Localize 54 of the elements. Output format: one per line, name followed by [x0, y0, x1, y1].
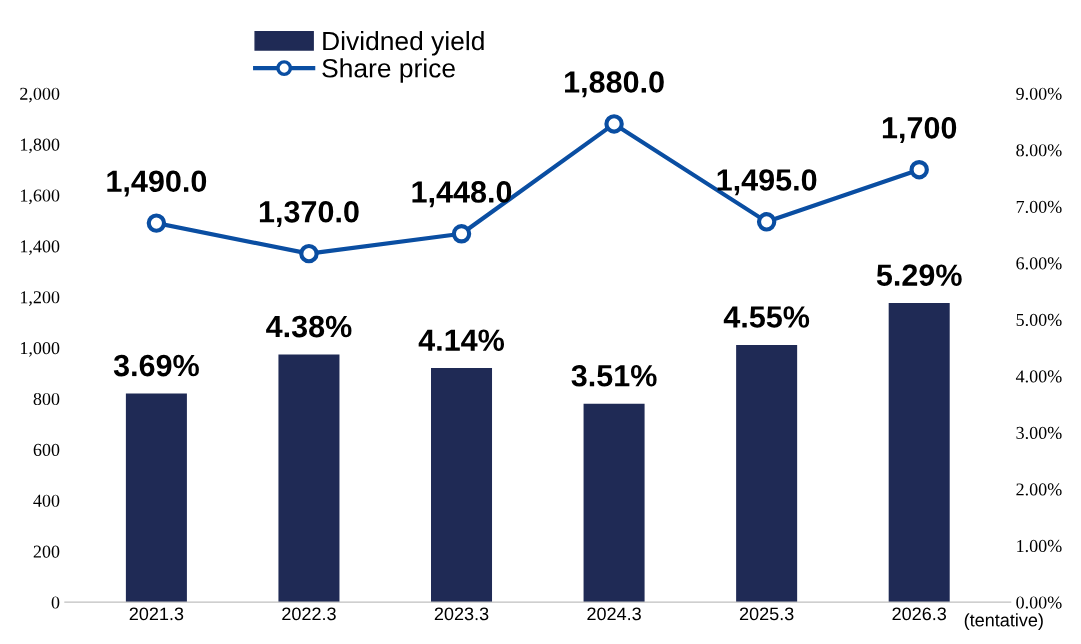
data-label: 1,495.0 — [717, 169, 817, 196]
y-tick-label: 800 — [33, 392, 60, 406]
x-tick-label: 2022.3 — [282, 607, 336, 621]
x-tick-label: 2025.3 — [739, 607, 794, 621]
y2-tick-label: 2.00% — [1016, 483, 1062, 496]
x-tick-label: 2023.3 — [434, 607, 489, 621]
annotation: (tentative) — [964, 613, 1043, 631]
y2-tick-label: 4.00% — [1015, 370, 1062, 383]
data-label: 1,448.0 — [412, 181, 512, 208]
legend-label: Dividned yield — [323, 30, 484, 56]
legend-label: Share price — [322, 58, 455, 83]
data-label: 1,880.0 — [565, 71, 664, 98]
y2-tick-label: 7.00% — [1016, 200, 1062, 213]
y2-tick-label: 9.00% — [1016, 87, 1062, 100]
data-label: 1,370.0 — [259, 200, 359, 228]
point — [146, 213, 167, 233]
data-label: 4.14% — [418, 329, 505, 351]
y-tick-label: 1,800 — [20, 138, 60, 154]
bar — [125, 393, 187, 603]
y-tick-label: 400 — [33, 494, 60, 507]
point — [299, 243, 319, 264]
y2-tick-label: 8.00% — [1016, 144, 1062, 157]
y-tick-label: 2,000 — [20, 87, 60, 103]
x-tick-label: 2024.3 — [587, 607, 641, 621]
data-label: 5.29% — [876, 264, 962, 286]
point — [756, 212, 777, 232]
bar — [278, 354, 340, 603]
bar — [431, 368, 493, 603]
bar — [583, 403, 645, 603]
y-tick-label: 1,400 — [20, 240, 60, 256]
point — [451, 224, 472, 244]
data-label: 1,490.0 — [107, 170, 207, 197]
data-label: 3.69% — [113, 354, 199, 377]
y-tick-label: 1,600 — [20, 189, 60, 205]
y-tick-label: 1,200 — [20, 291, 60, 306]
y-tick-label: 0 — [51, 596, 60, 609]
bar — [736, 344, 798, 603]
y2-tick-label: 1.00% — [1017, 539, 1062, 553]
y2-tick-label: 6.00% — [1016, 257, 1062, 270]
point — [909, 159, 929, 180]
y2-tick-label: 0.00% — [1016, 596, 1062, 609]
y-tick-label: 200 — [33, 545, 60, 558]
data-label: 1,700 — [882, 117, 957, 144]
y-tick-label: 1,000 — [20, 342, 60, 357]
x-tick-label: 2021.3 — [129, 607, 184, 621]
y2-tick-label: 5.00% — [1016, 313, 1062, 327]
y-tick-label: 600 — [33, 443, 60, 456]
data-label: 3.51% — [571, 364, 657, 387]
point — [604, 114, 624, 134]
x-tick-label: 2026.3 — [892, 607, 947, 621]
data-label: 4.55% — [723, 306, 810, 328]
y2-tick-label: 3.00% — [1016, 426, 1062, 440]
bar — [888, 303, 950, 603]
data-label: 4.38% — [266, 315, 352, 338]
